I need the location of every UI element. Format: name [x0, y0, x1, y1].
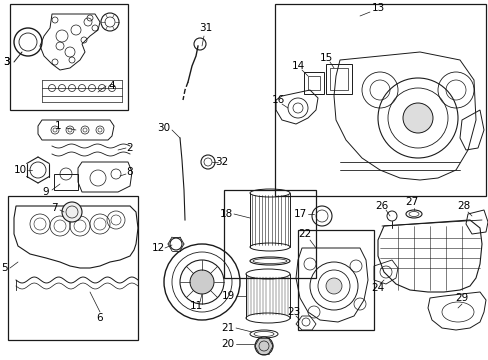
- Text: 11: 11: [189, 301, 202, 311]
- Text: 32: 32: [215, 157, 228, 167]
- Text: 18: 18: [219, 209, 232, 219]
- Bar: [54, 174, 78, 190]
- Text: 10: 10: [13, 165, 26, 175]
- Bar: [8, 196, 138, 340]
- Text: 19: 19: [221, 291, 234, 301]
- Text: 7: 7: [51, 203, 57, 213]
- Text: 29: 29: [454, 293, 468, 303]
- Circle shape: [325, 278, 341, 294]
- Text: 1: 1: [55, 121, 61, 131]
- Text: 22: 22: [298, 229, 311, 239]
- Bar: [274, 4, 485, 196]
- Bar: [304, 72, 324, 94]
- Text: 8: 8: [126, 167, 133, 177]
- Text: 3: 3: [2, 57, 9, 67]
- Text: 13: 13: [370, 3, 384, 13]
- Text: 3: 3: [2, 57, 9, 67]
- Text: 17: 17: [293, 209, 306, 219]
- Text: 2: 2: [126, 143, 133, 153]
- Circle shape: [62, 202, 82, 222]
- Text: 31: 31: [199, 23, 212, 33]
- Text: 30: 30: [157, 123, 170, 133]
- Text: 23: 23: [287, 307, 300, 317]
- Circle shape: [190, 270, 214, 294]
- Text: 14: 14: [291, 61, 304, 71]
- Text: 15: 15: [319, 53, 332, 63]
- Text: 20: 20: [221, 339, 234, 349]
- Text: 6: 6: [97, 313, 103, 323]
- Bar: [307, 76, 319, 90]
- Bar: [325, 64, 351, 94]
- Circle shape: [254, 337, 272, 355]
- Bar: [329, 68, 347, 90]
- Bar: [224, 190, 315, 278]
- Text: 28: 28: [456, 201, 469, 211]
- Circle shape: [402, 103, 432, 133]
- Text: 4: 4: [108, 81, 115, 91]
- Text: 16: 16: [271, 95, 284, 105]
- Text: 5: 5: [1, 263, 8, 273]
- Text: 27: 27: [405, 197, 418, 207]
- Text: 9: 9: [42, 187, 49, 197]
- Text: 21: 21: [221, 323, 234, 333]
- Text: 24: 24: [370, 283, 384, 293]
- Text: 26: 26: [375, 201, 388, 211]
- Text: 12: 12: [151, 243, 164, 253]
- Bar: [297, 230, 373, 330]
- Bar: [10, 4, 128, 110]
